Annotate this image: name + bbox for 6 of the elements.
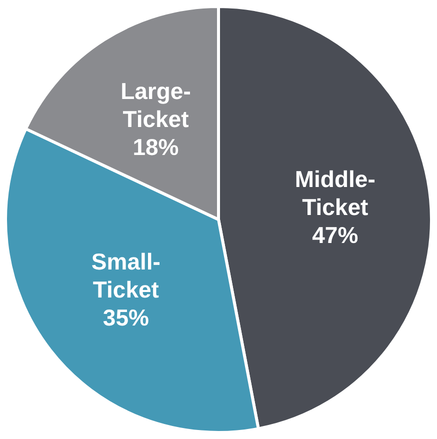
data-label: 18% xyxy=(132,134,179,160)
data-label: 35% xyxy=(102,304,149,331)
slice-label: Middle-Ticket xyxy=(294,166,376,220)
slice-label: Small-Ticket xyxy=(91,248,160,303)
slice-label: Large-Ticket xyxy=(120,78,191,132)
data-label: 47% xyxy=(312,222,358,248)
